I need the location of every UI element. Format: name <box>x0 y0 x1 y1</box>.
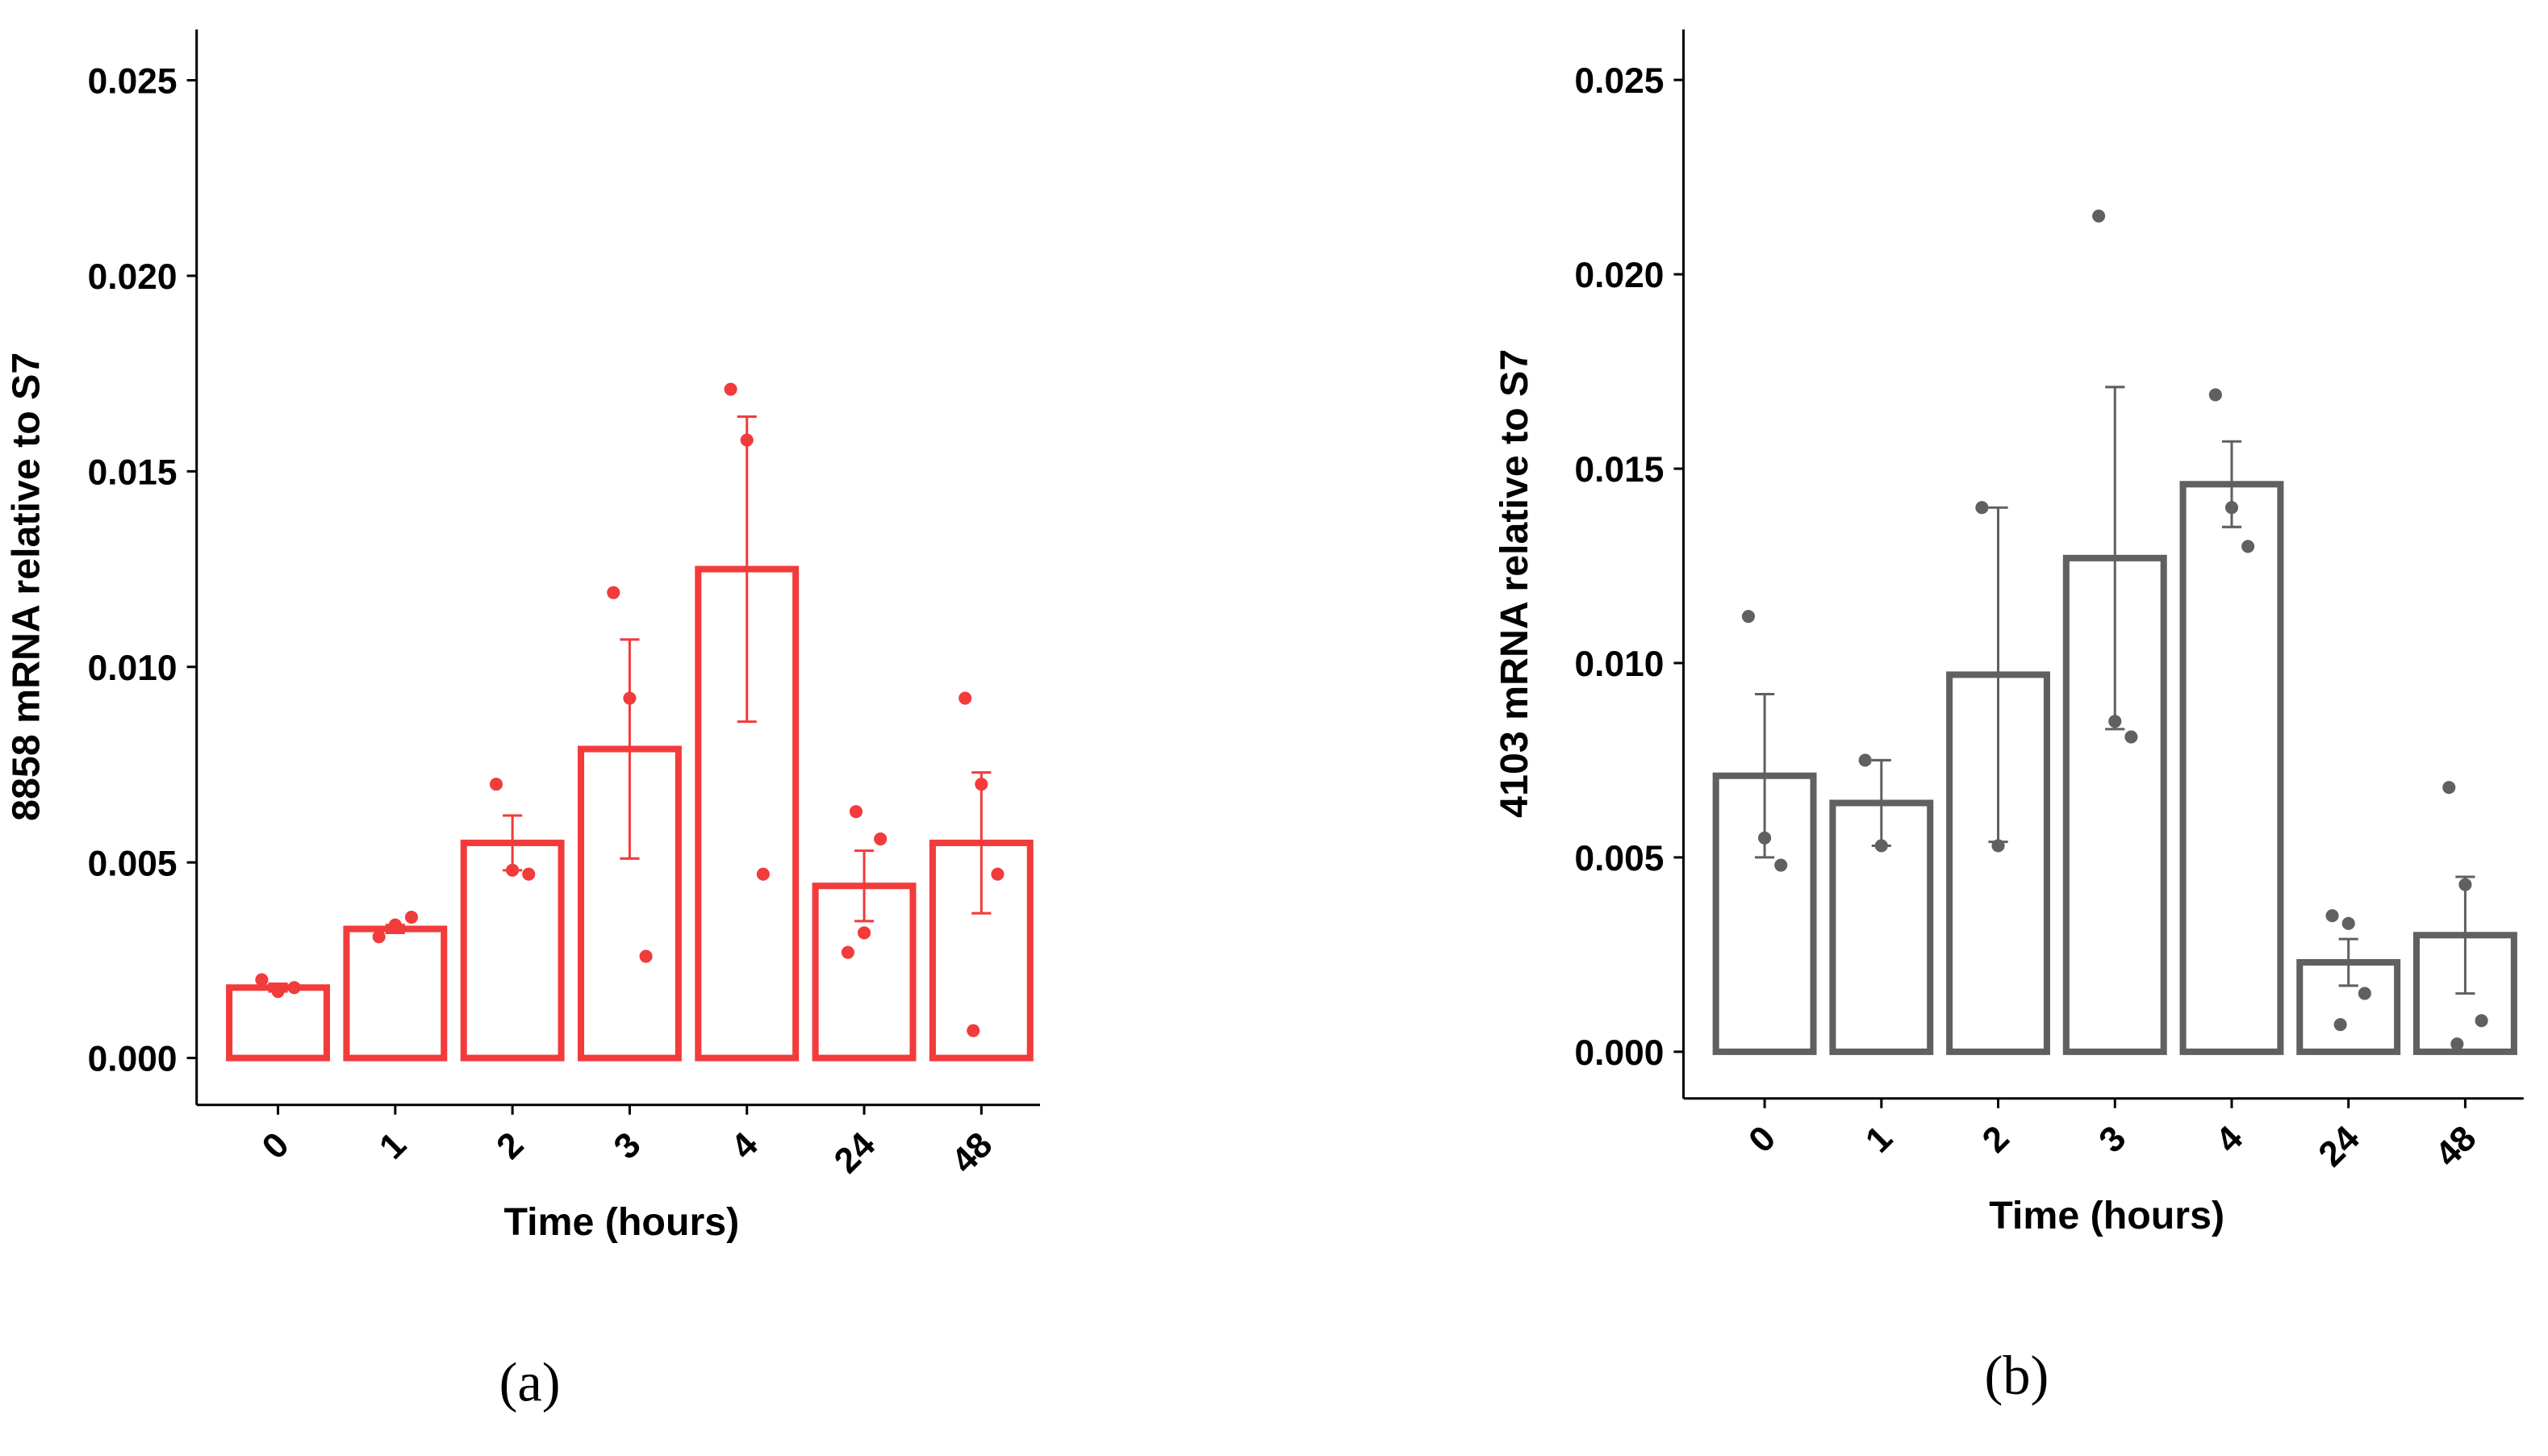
bar <box>343 925 448 1062</box>
panel-label: (b) <box>1984 1345 2049 1406</box>
data-point <box>1858 753 1872 767</box>
x-axis-label: Time (hours) <box>1989 1194 2224 1237</box>
data-point <box>740 433 754 447</box>
data-point <box>1975 501 1989 515</box>
data-point <box>2458 878 2472 891</box>
data-point <box>522 867 536 881</box>
y-axis-label: 8858 mRNA relative to S7 <box>4 353 48 821</box>
data-point <box>2092 209 2106 223</box>
x-tick-label: 1 <box>1858 1118 1900 1160</box>
x-tick-label: 0 <box>1741 1118 1783 1160</box>
x-tick-label: 2 <box>1975 1118 2017 1160</box>
data-point <box>2333 1018 2347 1032</box>
data-point <box>857 926 871 940</box>
data-point <box>404 910 419 924</box>
x-tick-label: 48 <box>944 1125 1000 1181</box>
data-point <box>967 1024 980 1037</box>
error-bar <box>971 771 992 915</box>
panel-label: (a) <box>499 1351 561 1412</box>
data-point <box>959 691 972 705</box>
data-point <box>2325 909 2339 923</box>
data-point <box>255 973 269 987</box>
y-axis-label: 4103 mRNA relative to S7 <box>1493 349 1536 818</box>
y-tick-label: 0.020 <box>1575 256 1665 295</box>
x-tick-label: 4 <box>2208 1118 2250 1160</box>
data-point <box>1741 610 1756 624</box>
data-point <box>724 382 737 396</box>
error-bar <box>620 638 640 860</box>
data-point <box>2108 715 2122 728</box>
y-tick-label: 0.000 <box>1575 1033 1665 1073</box>
data-point <box>874 832 888 846</box>
error-bar <box>2455 875 2475 995</box>
x-tick-label: 3 <box>2091 1118 2133 1160</box>
data-point <box>1991 839 2005 853</box>
y-tick-label: 0.005 <box>88 844 178 883</box>
bar <box>226 984 330 1062</box>
data-point <box>2475 1014 2488 1028</box>
x-tick-label: 48 <box>2428 1118 2483 1174</box>
error-bar <box>2338 937 2358 987</box>
data-point <box>639 949 653 963</box>
error-bar <box>2105 386 2125 731</box>
data-point <box>489 778 503 791</box>
y-tick-label: 0.020 <box>88 257 178 297</box>
x-tick-label: 3 <box>607 1125 649 1167</box>
x-tick-label: 0 <box>255 1125 297 1167</box>
data-point <box>2124 730 2138 744</box>
error-bar <box>737 415 757 724</box>
data-point <box>2358 987 2371 1000</box>
data-point <box>991 867 1005 881</box>
data-point <box>1874 839 1888 853</box>
data-point <box>271 985 285 999</box>
data-point <box>607 586 620 599</box>
y-tick-label: 0.025 <box>88 62 178 102</box>
y-tick-label: 0.005 <box>1575 839 1665 878</box>
data-point <box>372 930 386 944</box>
y-tick-label: 0.010 <box>88 649 178 688</box>
x-axis-label: Time (hours) <box>503 1200 739 1244</box>
x-tick-label: 1 <box>372 1125 414 1167</box>
data-point <box>2208 388 2222 402</box>
data-point <box>1774 858 1788 872</box>
y-tick-label: 0.010 <box>1575 645 1665 684</box>
x-tick-label: 4 <box>724 1124 766 1166</box>
x-tick-label: 24 <box>2311 1118 2367 1174</box>
bar <box>2179 481 2284 1055</box>
data-point <box>756 867 770 881</box>
data-point <box>2442 781 2456 795</box>
data-point <box>2224 501 2239 515</box>
error-bar <box>854 849 875 923</box>
data-point <box>2450 1037 2464 1051</box>
data-point <box>506 863 520 877</box>
x-tick-label: 24 <box>827 1124 883 1181</box>
data-point <box>2341 916 2355 930</box>
data-point <box>975 778 988 791</box>
data-point <box>849 805 863 819</box>
y-tick-label: 0.000 <box>88 1040 178 1079</box>
data-point <box>1758 831 1772 845</box>
y-tick-label: 0.015 <box>88 453 178 492</box>
data-point <box>388 918 402 932</box>
y-tick-label: 0.015 <box>1575 450 1665 490</box>
data-point <box>287 981 301 995</box>
y-tick-label: 0.025 <box>1575 61 1665 101</box>
error-bar <box>1755 693 1775 859</box>
data-point <box>623 691 637 705</box>
x-tick-label: 2 <box>489 1125 531 1167</box>
data-point <box>2241 540 2255 553</box>
data-point <box>841 945 854 959</box>
